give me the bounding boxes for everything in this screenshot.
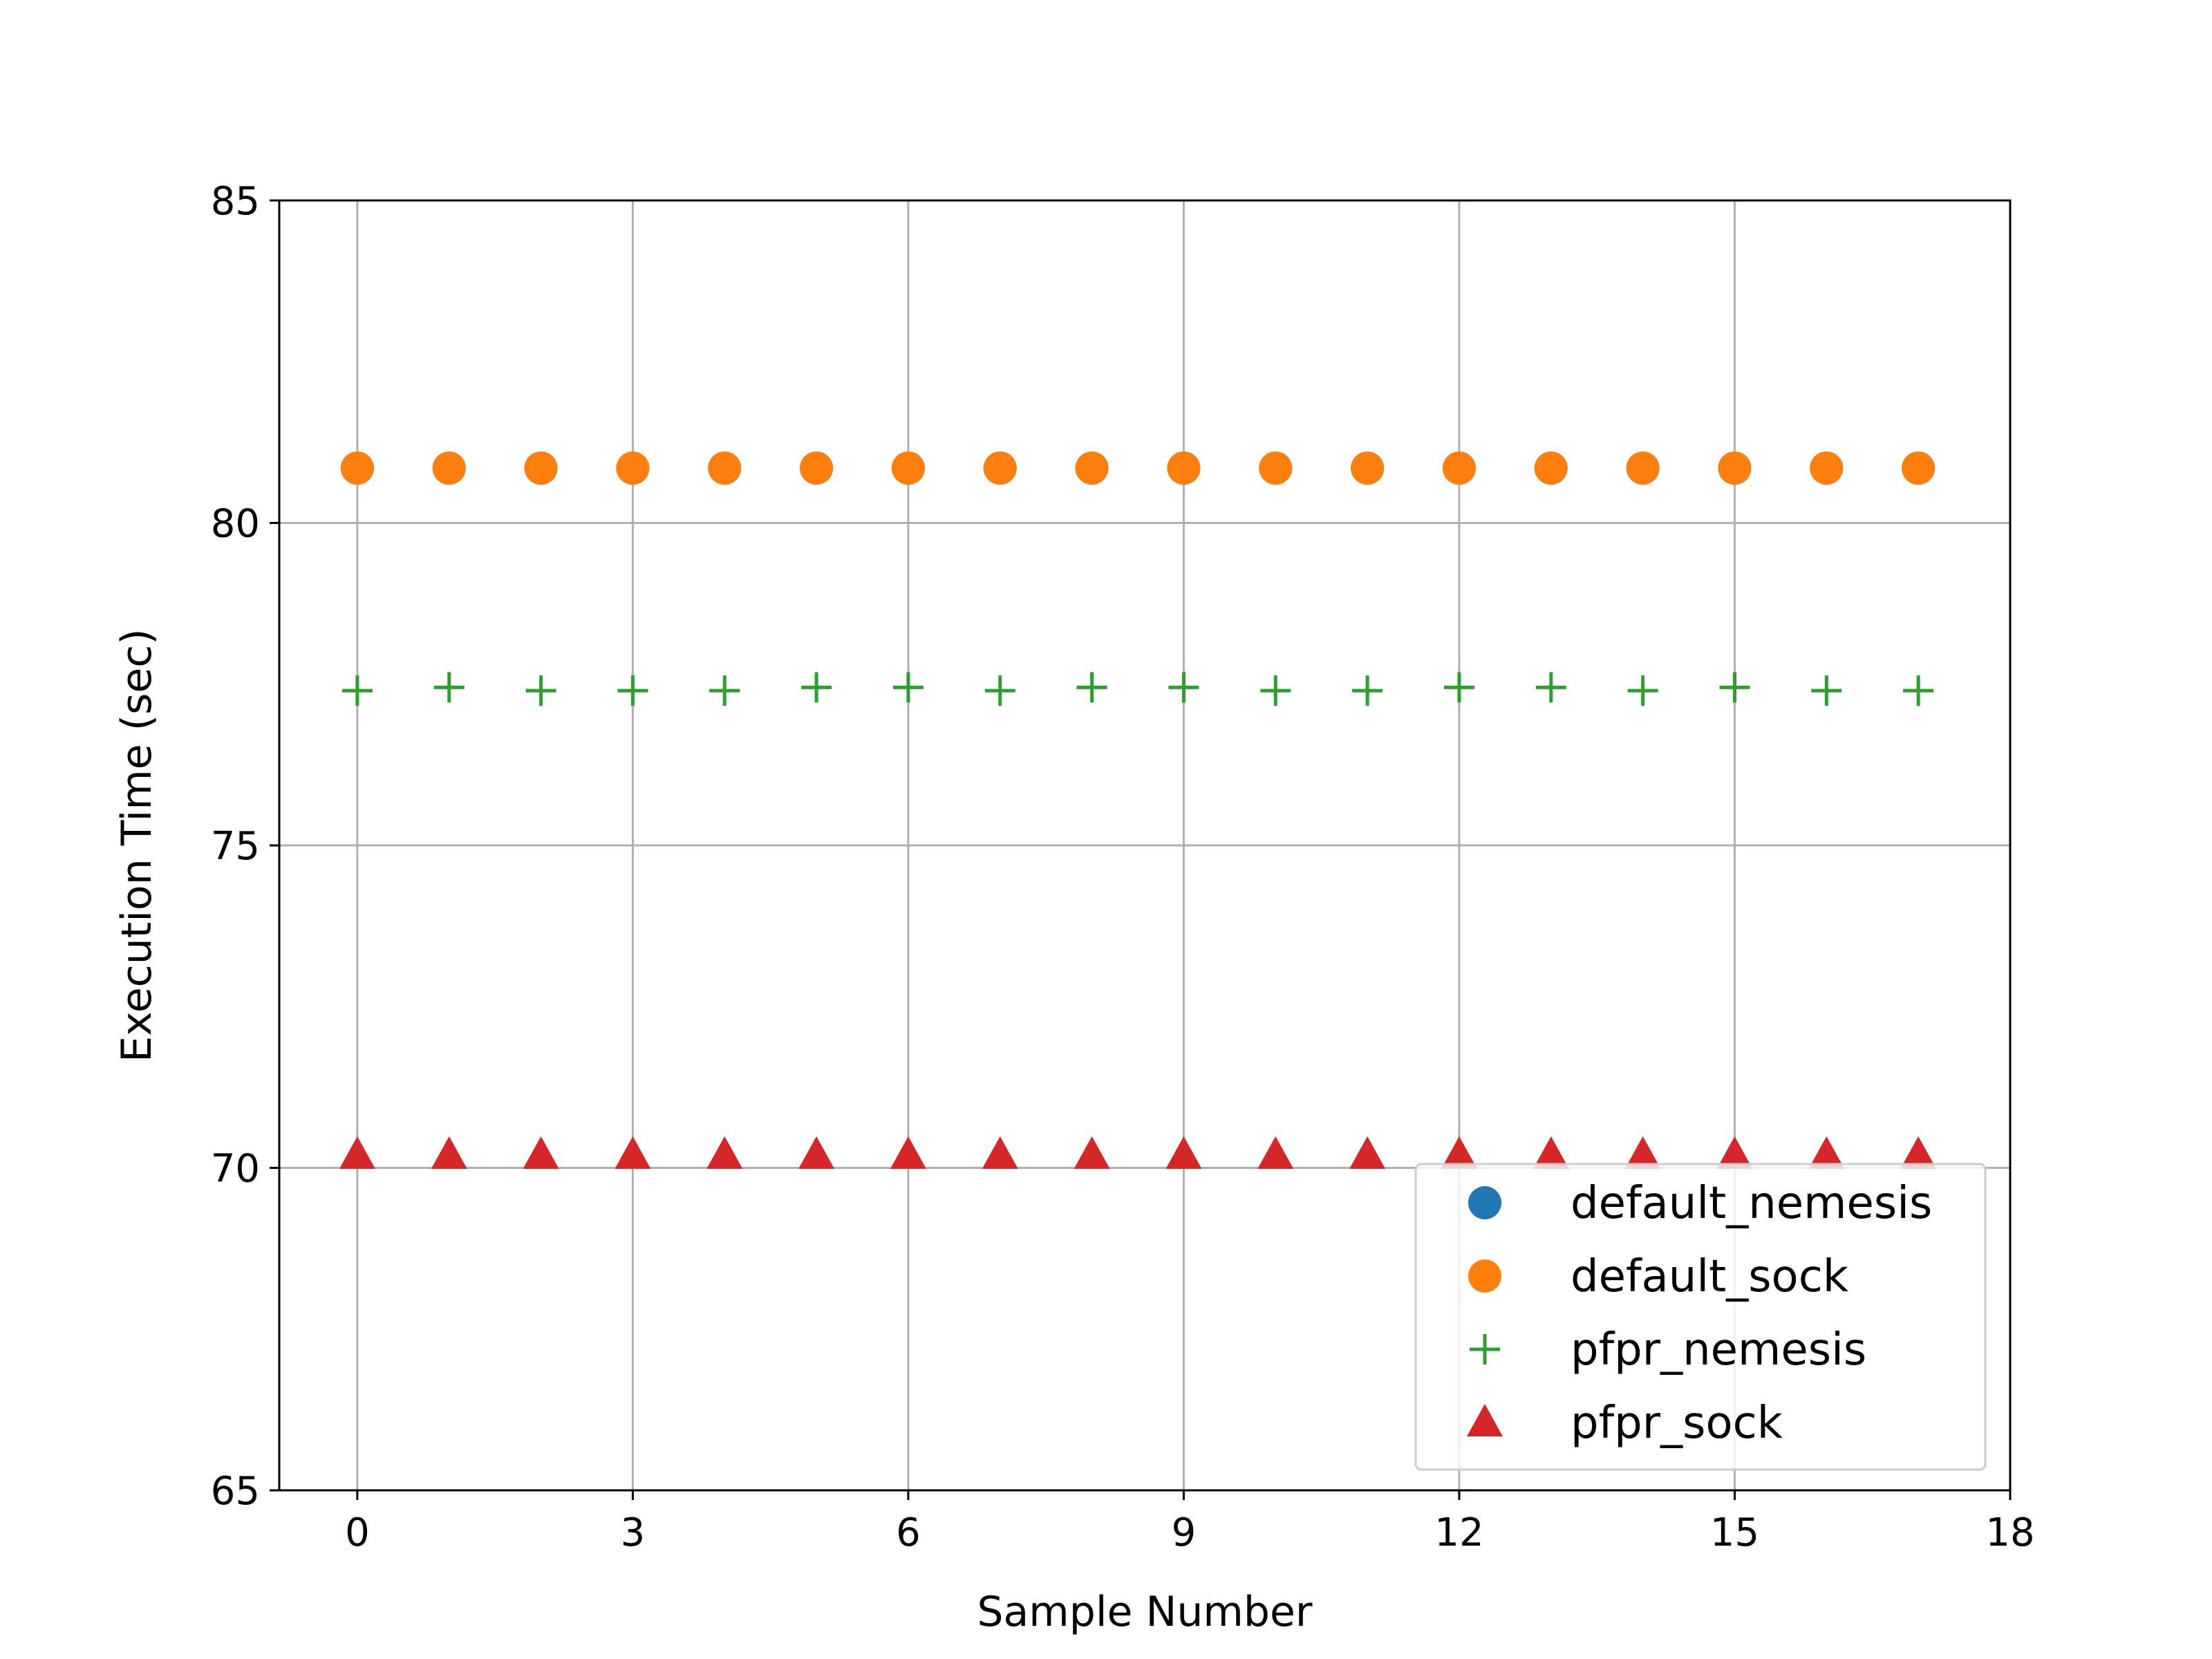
pfpr_sock-point (1074, 1136, 1110, 1169)
pfpr_nemesis-point (1260, 675, 1291, 706)
pfpr_nemesis-point (1352, 675, 1383, 706)
default_sock-point (1075, 451, 1109, 485)
pfpr_sock-point (1900, 1136, 1937, 1169)
legend: default_nemesis default_sock pfpr_nemesisp… (1414, 1163, 1987, 1471)
default_sock-point (340, 451, 374, 485)
pfpr_nemesis-point (433, 672, 465, 703)
pfpr_sock-point (1624, 1136, 1661, 1169)
pfpr_sock-point (1349, 1136, 1386, 1169)
pfpr_nemesis-point (1627, 675, 1658, 706)
default_sock-point (1351, 451, 1385, 485)
legend-item: default_sock (1468, 1251, 1848, 1302)
default_sock-point (1167, 451, 1201, 485)
legend-item: default_nemesis (1468, 1178, 1932, 1229)
x-tick-label: 0 (345, 1510, 370, 1555)
pfpr_nemesis-point (1535, 672, 1566, 703)
default_sock-point (524, 451, 558, 485)
legend-label: default_nemesis (1571, 1178, 1932, 1229)
pfpr_nemesis-point (341, 675, 373, 706)
default_sock-point (616, 451, 650, 485)
x-axis-label: Sample Number (977, 1588, 1312, 1636)
legend-marker-default_nemesis (1468, 1186, 1501, 1219)
x-tick-label: 18 (1985, 1510, 2034, 1555)
pfpr_nemesis-point (617, 675, 648, 706)
pfpr_nemesis-point (1076, 672, 1107, 703)
series-default_sock (340, 451, 1936, 485)
legend-marker-default_sock (1468, 1259, 1501, 1293)
default_sock-point (1810, 451, 1844, 485)
pfpr_sock-point (706, 1136, 743, 1169)
default_sock-point (1902, 451, 1936, 485)
y-tick-label: 75 (211, 824, 260, 869)
default_sock-point (708, 451, 742, 485)
legend-marker-pfpr_nemesis (1470, 1334, 1500, 1365)
default_sock-point (1534, 451, 1568, 485)
x-tick-label: 6 (896, 1510, 921, 1555)
default_sock-point (800, 451, 834, 485)
pfpr_sock-point (1165, 1136, 1202, 1169)
y-tick-label: 65 (211, 1469, 260, 1514)
pfpr_sock-point (890, 1136, 926, 1169)
pfpr_nemesis-point (709, 675, 740, 706)
pfpr_sock-point (615, 1136, 651, 1169)
legend-label: pfpr_nemesis (1571, 1324, 1866, 1376)
pfpr_sock-point (798, 1136, 835, 1169)
pfpr_sock-point (523, 1136, 559, 1169)
pfpr_sock-point (1441, 1136, 1477, 1169)
x-tick-label: 9 (1172, 1510, 1197, 1555)
pfpr_sock-point (1257, 1136, 1294, 1169)
pfpr_nemesis-point (525, 675, 556, 706)
x-tick-label: 12 (1434, 1510, 1483, 1555)
series-pfpr_sock (339, 1136, 1937, 1169)
x-tick-label: 3 (621, 1510, 646, 1555)
pfpr_sock-point (431, 1136, 467, 1169)
pfpr_sock-point (1716, 1136, 1753, 1169)
default_sock-point (432, 451, 466, 485)
legend-label: default_sock (1571, 1251, 1848, 1302)
y-axis-label: Execution Time (sec) (113, 628, 161, 1062)
default_sock-point (1718, 451, 1752, 485)
pfpr_nemesis-point (984, 675, 1015, 706)
legend-marker-pfpr_sock (1467, 1404, 1503, 1436)
y-tick-label: 85 (211, 179, 260, 224)
axis-ticks: 0 3 6 9 12 15 18 65 70 75 80 85 (211, 179, 2035, 1555)
pfpr_nemesis-point (801, 672, 832, 703)
pfpr_sock-point (982, 1136, 1018, 1169)
pfpr_sock-point (1808, 1136, 1845, 1169)
pfpr_nemesis-point (1719, 672, 1750, 703)
default_sock-point (1259, 451, 1293, 485)
pfpr_nemesis-point (1903, 675, 1934, 706)
default_sock-point (983, 451, 1017, 485)
y-tick-label: 80 (211, 502, 260, 547)
pfpr_nemesis-point (1811, 675, 1842, 706)
series-pfpr_nemesis (341, 672, 1934, 706)
legend-box (1414, 1163, 1987, 1471)
default_sock-point (891, 451, 925, 485)
legend-item: pfpr_nemesis (1470, 1324, 1866, 1376)
pfpr_nemesis-point (1168, 672, 1199, 703)
pfpr_nemesis-point (1443, 672, 1474, 703)
legend-label: pfpr_sock (1571, 1398, 1783, 1449)
pfpr_sock-point (339, 1136, 375, 1169)
data-points (339, 451, 1937, 1169)
legend-item: pfpr_sock (1467, 1398, 1783, 1449)
default_sock-point (1626, 451, 1660, 485)
y-tick-label: 70 (211, 1147, 260, 1192)
x-tick-label: 15 (1710, 1510, 1759, 1555)
pfpr_sock-point (1533, 1136, 1569, 1169)
default_sock-point (1442, 451, 1476, 485)
pfpr_nemesis-point (892, 672, 924, 703)
